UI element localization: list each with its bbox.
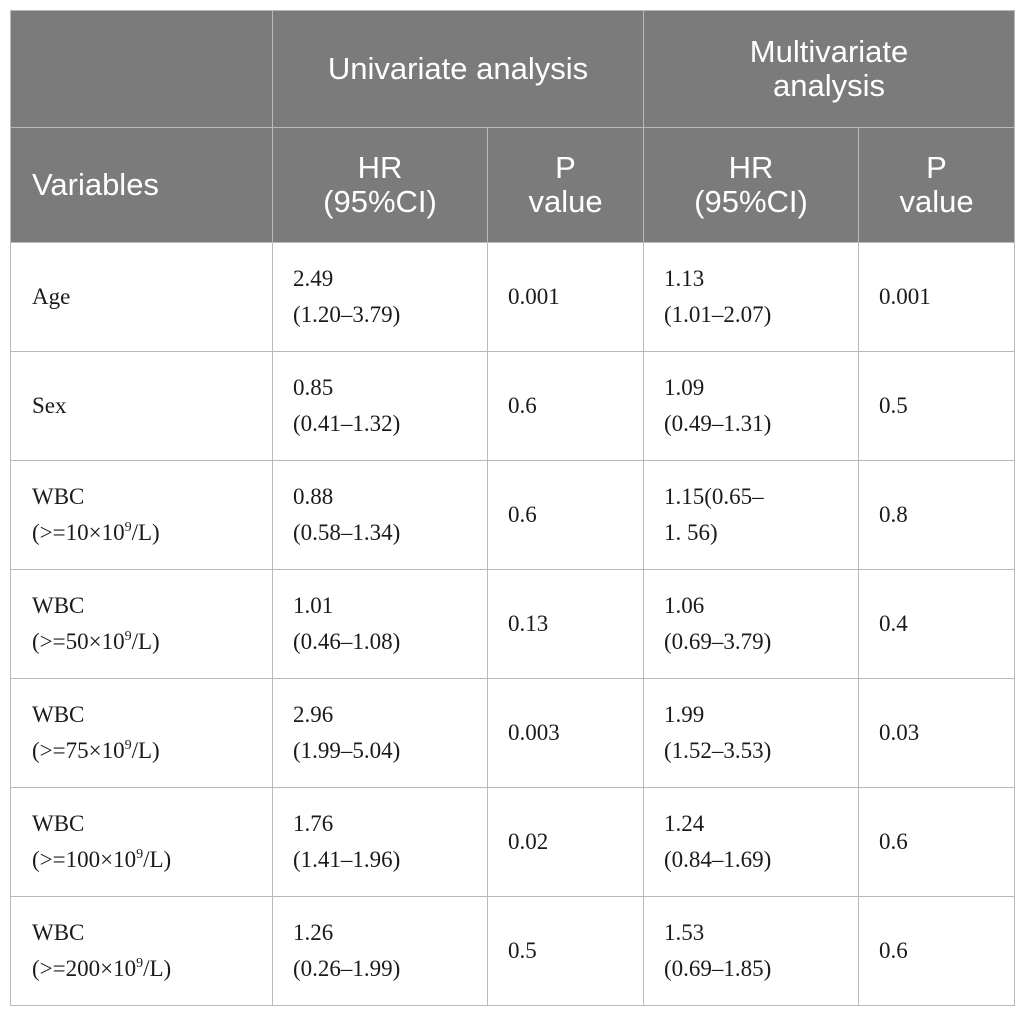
- variable-cell: Age: [10, 242, 273, 352]
- table-row: WBC (>=100×109/L) 1.76 (1.41–1.96) 0.02 1.…: [10, 787, 1016, 897]
- table-row: Sex 0.85 (0.41–1.32) 0.6 1.09 (0.49–1.31) …: [10, 351, 1016, 461]
- multi-p-cell: 0.8: [858, 460, 1016, 570]
- uni-hr-cell: 0.85 (0.41–1.32): [272, 351, 488, 461]
- multi-hr-cell: 1.09 (0.49–1.31): [643, 351, 860, 461]
- multi-p-cell: 0.03: [858, 678, 1016, 788]
- multi-p-cell: 0.4: [858, 569, 1016, 679]
- uni-p-cell: 0.02: [486, 787, 645, 897]
- variable-cell: WBC (>=75×109/L): [10, 678, 273, 788]
- header-uni-hr: HR (95%CI): [272, 127, 488, 243]
- header-univariate: Univariate analysis: [271, 10, 645, 128]
- variable-cell: WBC (>=100×109/L): [10, 787, 273, 897]
- multi-p-cell: 0.6: [858, 896, 1016, 1006]
- uni-hr-cell: 0.88 (0.58–1.34): [272, 460, 488, 570]
- variable-cell: WBC (>=200×109/L): [10, 896, 273, 1006]
- header-variables: Variables: [10, 127, 273, 243]
- multi-p-cell: 0.5: [858, 351, 1016, 461]
- uni-p-cell: 0.6: [486, 460, 645, 570]
- variable-cell: Sex: [10, 351, 273, 461]
- header-corner-cell: [10, 10, 273, 128]
- header-multi-hr: HR (95%CI): [643, 127, 860, 243]
- uni-p-cell: 0.13: [486, 569, 645, 679]
- uni-hr-cell: 2.96 (1.99–5.04): [272, 678, 488, 788]
- table-row: WBC (>=10×109/L) 0.88 (0.58–1.34) 0.6 1.15…: [10, 460, 1016, 570]
- header-row-groups: Univariate analysis Multivariate analysis: [10, 10, 1016, 128]
- uni-hr-cell: 1.01 (0.46–1.08): [272, 569, 488, 679]
- multi-hr-cell: 1.06 (0.69–3.79): [643, 569, 860, 679]
- table-row: WBC (>=50×109/L) 1.01 (0.46–1.08) 0.13 1.0…: [10, 569, 1016, 679]
- table-row: Age 2.49 (1.20–3.79) 0.001 1.13 (1.01–2.07…: [10, 242, 1016, 352]
- multi-hr-cell: 1.53 (0.69–1.85): [643, 896, 860, 1006]
- uni-hr-cell: 1.26 (0.26–1.99): [272, 896, 488, 1006]
- uni-p-cell: 0.6: [486, 351, 645, 461]
- variable-cell: WBC (>=50×109/L): [10, 569, 273, 679]
- multi-hr-cell: 1.99 (1.52–3.53): [643, 678, 860, 788]
- uni-p-cell: 0.5: [486, 896, 645, 1006]
- header-multivariate: Multivariate analysis: [643, 10, 1016, 128]
- variable-cell: WBC (>=10×109/L): [10, 460, 273, 570]
- table-row: WBC (>=200×109/L) 1.26 (0.26–1.99) 0.5 1.5…: [10, 896, 1016, 1006]
- results-table: Univariate analysis Multivariate analysis…: [10, 10, 1016, 1006]
- multi-p-cell: 0.001: [858, 242, 1016, 352]
- uni-p-cell: 0.001: [486, 242, 645, 352]
- multi-hr-cell: 1.13 (1.01–2.07): [643, 242, 860, 352]
- multi-hr-cell: 1.15(0.65– 1. 56): [643, 460, 860, 570]
- multi-p-cell: 0.6: [858, 787, 1016, 897]
- multi-hr-cell: 1.24 (0.84–1.69): [643, 787, 860, 897]
- uni-p-cell: 0.003: [486, 678, 645, 788]
- table-row: WBC (>=75×109/L) 2.96 (1.99–5.04) 0.003 1.…: [10, 678, 1016, 788]
- uni-hr-cell: 2.49 (1.20–3.79): [272, 242, 488, 352]
- uni-hr-cell: 1.76 (1.41–1.96): [272, 787, 488, 897]
